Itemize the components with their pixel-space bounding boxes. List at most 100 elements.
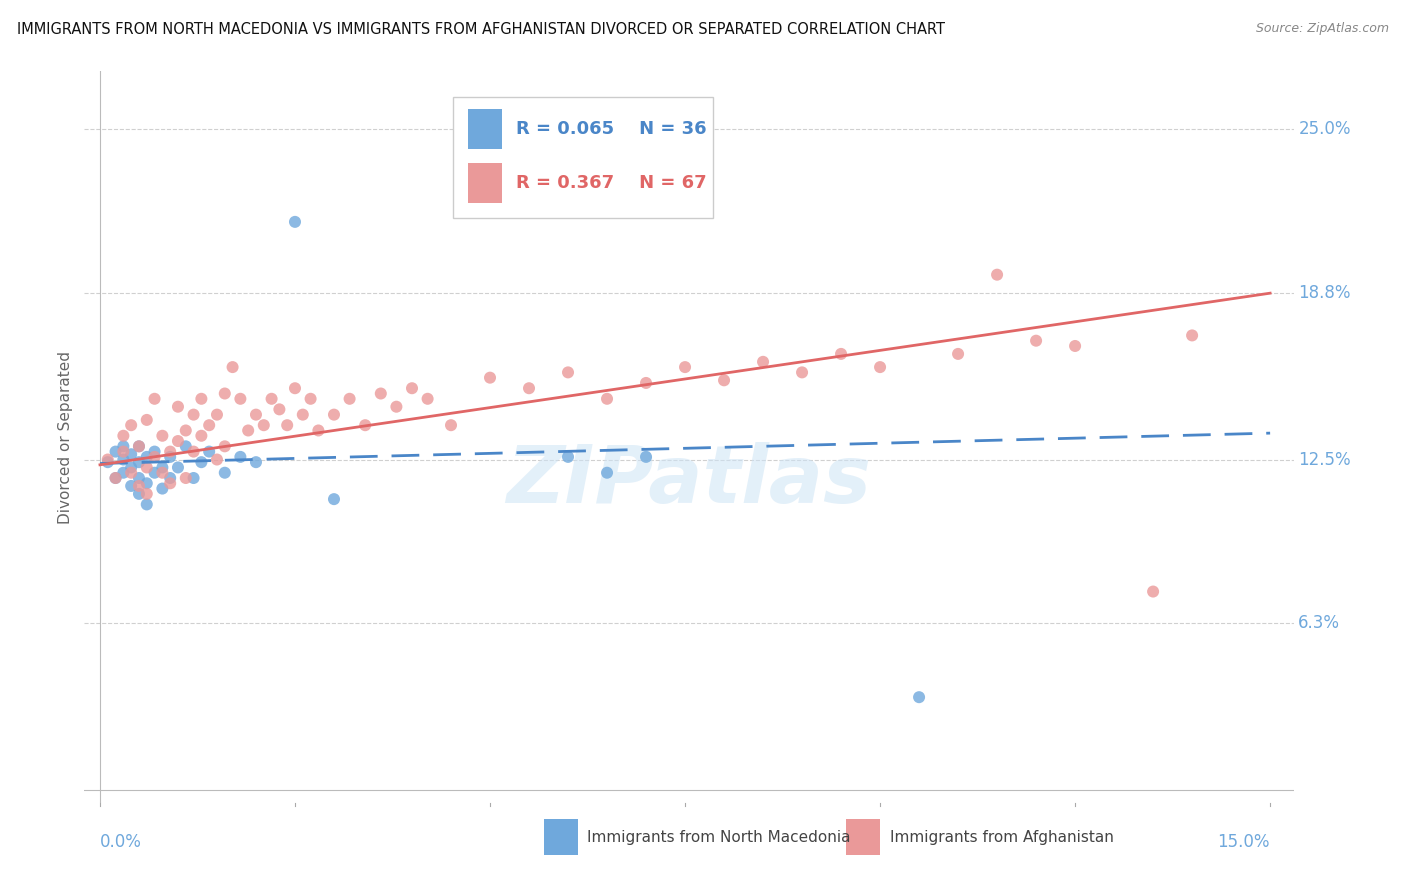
Point [128, 455, 150, 469]
Point [673, 360, 696, 375]
Point [214, 439, 236, 453]
Point [135, 413, 157, 427]
Point [135, 460, 157, 475]
Point [128, 479, 150, 493]
Text: ZIPatlas: ZIPatlas [506, 442, 872, 520]
Point [752, 355, 775, 369]
Point [946, 347, 969, 361]
Bar [846, 819, 880, 855]
Point [135, 497, 157, 511]
Point [112, 444, 135, 458]
Text: 6.3%: 6.3% [1298, 615, 1340, 632]
Text: Immigrants from Afghanistan: Immigrants from Afghanistan [890, 830, 1114, 845]
Point [128, 471, 150, 485]
Point [159, 444, 181, 458]
Point [159, 476, 181, 491]
Point [354, 418, 377, 433]
Point [143, 444, 166, 458]
Point [229, 392, 252, 406]
Point [416, 392, 439, 406]
Point [238, 424, 260, 438]
Point [150, 460, 173, 475]
Point [159, 450, 181, 464]
Point [790, 365, 813, 379]
Bar [468, 109, 502, 149]
Point [190, 429, 212, 443]
Point [299, 392, 322, 406]
Point [323, 492, 346, 507]
Point [221, 360, 243, 375]
Point [307, 424, 329, 438]
Point [143, 466, 166, 480]
Point [214, 386, 236, 401]
Point [97, 452, 120, 467]
Point [174, 439, 197, 453]
Point [97, 455, 120, 469]
Text: Source: ZipAtlas.com: Source: ZipAtlas.com [1256, 22, 1389, 36]
Point [596, 392, 619, 406]
Point [214, 466, 236, 480]
Point [174, 471, 197, 485]
Text: 25.0%: 25.0% [1298, 120, 1351, 138]
Point [198, 444, 221, 458]
Point [112, 466, 135, 480]
Point [150, 466, 173, 480]
Point [167, 434, 190, 448]
Point [159, 471, 181, 485]
Point [104, 471, 127, 485]
Text: 15.0%: 15.0% [1218, 833, 1270, 851]
Y-axis label: Divorced or Separated: Divorced or Separated [58, 351, 73, 524]
Point [1142, 584, 1164, 599]
Point [385, 400, 408, 414]
FancyBboxPatch shape [453, 97, 713, 218]
Point [190, 392, 212, 406]
Bar [544, 819, 578, 855]
Text: Immigrants from North Macedonia: Immigrants from North Macedonia [588, 830, 851, 845]
Text: IMMIGRANTS FROM NORTH MACEDONIA VS IMMIGRANTS FROM AFGHANISTAN DIVORCED OR SEPAR: IMMIGRANTS FROM NORTH MACEDONIA VS IMMIG… [17, 22, 945, 37]
Point [167, 460, 190, 475]
Point [869, 360, 891, 375]
Point [112, 439, 135, 453]
Point [479, 370, 502, 384]
Text: R = 0.065    N = 36: R = 0.065 N = 36 [516, 120, 707, 137]
Point [284, 215, 307, 229]
Point [135, 487, 157, 501]
Point [120, 466, 142, 480]
Point [291, 408, 314, 422]
Point [120, 460, 142, 475]
Point [183, 408, 205, 422]
Point [401, 381, 423, 395]
Point [120, 447, 142, 461]
Point [135, 450, 157, 464]
Point [150, 482, 173, 496]
Point [634, 376, 657, 390]
Point [284, 381, 307, 395]
Point [713, 373, 735, 387]
Point [557, 450, 579, 464]
Text: 18.8%: 18.8% [1298, 285, 1351, 302]
Point [830, 347, 852, 361]
Bar [468, 163, 502, 203]
Point [986, 268, 1008, 282]
Point [190, 455, 212, 469]
Point [174, 424, 197, 438]
Point [1064, 339, 1087, 353]
Point [128, 487, 150, 501]
Point [440, 418, 463, 433]
Point [143, 392, 166, 406]
Point [596, 466, 619, 480]
Text: 12.5%: 12.5% [1298, 450, 1351, 468]
Point [557, 365, 579, 379]
Point [104, 471, 127, 485]
Point [269, 402, 291, 417]
Point [229, 450, 252, 464]
Point [120, 479, 142, 493]
Point [1181, 328, 1204, 343]
Point [634, 450, 657, 464]
Point [183, 444, 205, 458]
Point [908, 690, 931, 705]
Point [1025, 334, 1047, 348]
Point [183, 471, 205, 485]
Point [143, 450, 166, 464]
Point [135, 476, 157, 491]
